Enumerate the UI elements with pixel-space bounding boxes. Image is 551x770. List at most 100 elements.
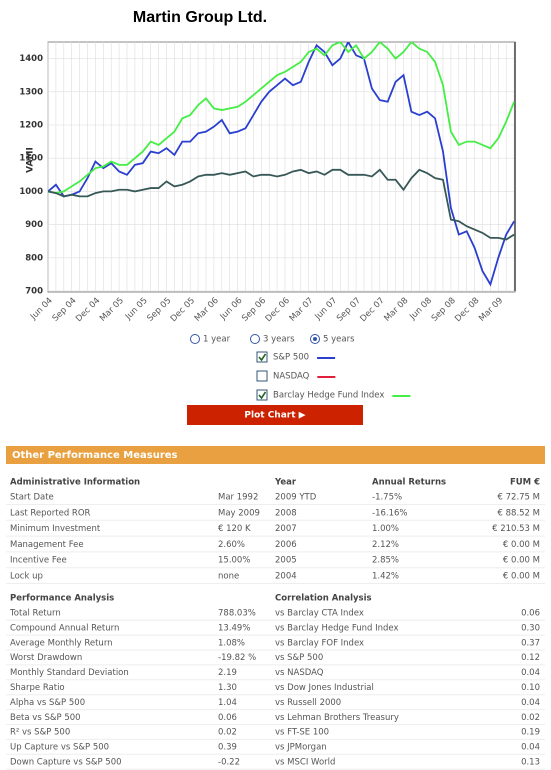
year-cell: 2008 [275,508,297,518]
x-tick-label: Mar 08 [382,296,410,324]
x-tick-label: Sep 07 [335,296,363,324]
row-label: Worst Drawdown [10,653,82,663]
row-label: vs NASDAQ [275,668,324,678]
row-value: 0.10 [521,683,540,693]
row-value: 13.49% [218,623,250,633]
legend-label[interactable]: S&P 500 [273,353,309,363]
row-label: vs Lehman Brothers Treasury [275,713,399,723]
row-label: vs S&P 500 [275,653,323,663]
row-value: 0.13 [521,758,540,768]
row-label: vs Dow Jones Industrial [275,683,374,693]
row-label: vs Russell 2000 [275,698,341,708]
row-value: 0.06 [521,609,540,619]
x-tick-label: Dec 07 [358,296,386,324]
row-label: Minimum Investment [10,524,101,534]
table-heading: Correlation Analysis [275,594,372,604]
x-tick-label: Mar 06 [193,296,221,324]
y-tick-label: 900 [25,220,43,230]
plot-button[interactable] [187,405,363,425]
row-value: 1.30 [218,683,237,693]
year-cell: € 0.00 M [503,540,540,550]
period-label[interactable]: 3 years [263,335,295,345]
row-label: vs MSCI World [275,758,335,768]
legend-label[interactable]: NASDAQ [273,372,310,382]
x-tick-label: Jun 06 [218,296,245,323]
year-cell: 1.42% [372,572,399,582]
row-value: none [218,572,239,582]
row-label: Down Capture vs S&P 500 [10,758,122,768]
row-value: 0.06 [218,713,237,723]
x-tick-label: Dec 06 [264,296,292,324]
row-value: -19.82 % [218,653,256,663]
x-tick-label: Jun 07 [313,296,340,323]
period-label[interactable]: 5 years [323,335,355,345]
year-cell: 2006 [275,540,297,550]
row-value: -0.22 [218,758,240,768]
legend-checkbox[interactable] [256,370,268,382]
table-heading: Performance Analysis [10,594,114,604]
row-value: 2.60% [218,540,245,550]
year-cell: -16.16% [372,508,407,518]
x-tick-label: Mar 07 [288,296,316,324]
year-cell: 2.85% [372,556,399,566]
y-axis-label: VAMI [26,147,36,173]
row-label: Average Monthly Return [10,638,113,648]
section-header [6,446,545,464]
row-label: vs Barclay CTA Index [275,609,364,619]
row-value: 0.37 [521,638,540,648]
legend-checkbox[interactable] [256,351,268,363]
row-value: 0.30 [521,623,540,633]
legend-check[interactable] [258,353,267,362]
row-label: Last Reported ROR [10,508,91,518]
legend-check[interactable] [258,391,267,400]
period-radio[interactable] [250,334,260,344]
row-value: May 2009 [218,508,260,518]
table-heading: Year [274,478,297,488]
chart-title: Martin Group Ltd. [133,9,267,26]
x-tick-label: Jun 04 [28,296,55,323]
y-tick-label: 700 [25,287,43,297]
plot-button-label[interactable]: Plot Chart ▶ [244,411,305,421]
row-label: Incentive Fee [10,556,67,566]
legend-checkbox[interactable] [256,389,268,401]
series-line [48,42,515,194]
section-title: Other Performance Measures [12,450,178,461]
period-radio[interactable] [190,334,200,344]
x-tick-label: Sep 04 [51,296,79,324]
x-tick-label: Dec 08 [453,296,481,324]
y-tick-label: 1400 [19,54,43,64]
x-tick-label: Mar 05 [98,296,126,324]
row-value: Mar 1992 [218,493,258,503]
row-label: Total Return [9,609,61,619]
year-cell: 2005 [275,556,297,566]
period-label[interactable]: 1 year [203,335,231,345]
y-tick-label: 1200 [19,121,43,131]
year-cell: 2.12% [372,540,399,550]
year-cell: 2009 YTD [275,493,317,503]
row-value: 0.04 [521,698,540,708]
row-value: 1.08% [218,638,245,648]
series-line [48,168,515,241]
row-label: vs JPMorgan [275,743,327,753]
row-label: Monthly Standard Deviation [10,668,129,678]
row-label: R² vs S&P 500 [10,728,70,738]
x-tick-label: Jun 08 [407,296,434,323]
y-tick-label: 1000 [19,187,43,197]
y-tick-label: 1100 [19,154,43,164]
period-radio-dot[interactable] [313,337,317,341]
row-label: Management Fee [10,540,84,550]
year-cell: 1.00% [372,524,399,534]
x-tick-label: Dec 05 [169,296,197,324]
year-cell: -1.75% [372,493,402,503]
legend-label[interactable]: Barclay Hedge Fund Index [273,391,384,401]
year-cell: € 0.00 M [503,556,540,566]
row-value: 1.04 [218,698,237,708]
row-label: Alpha vs S&P 500 [10,698,85,708]
row-value: 15.00% [218,556,250,566]
table-heading: Administrative Information [10,478,140,488]
row-label: Beta vs S&P 500 [10,713,81,723]
year-cell: € 88.52 M [498,508,540,518]
row-label: Compound Annual Return [10,623,119,633]
row-label: Start Date [10,493,54,503]
